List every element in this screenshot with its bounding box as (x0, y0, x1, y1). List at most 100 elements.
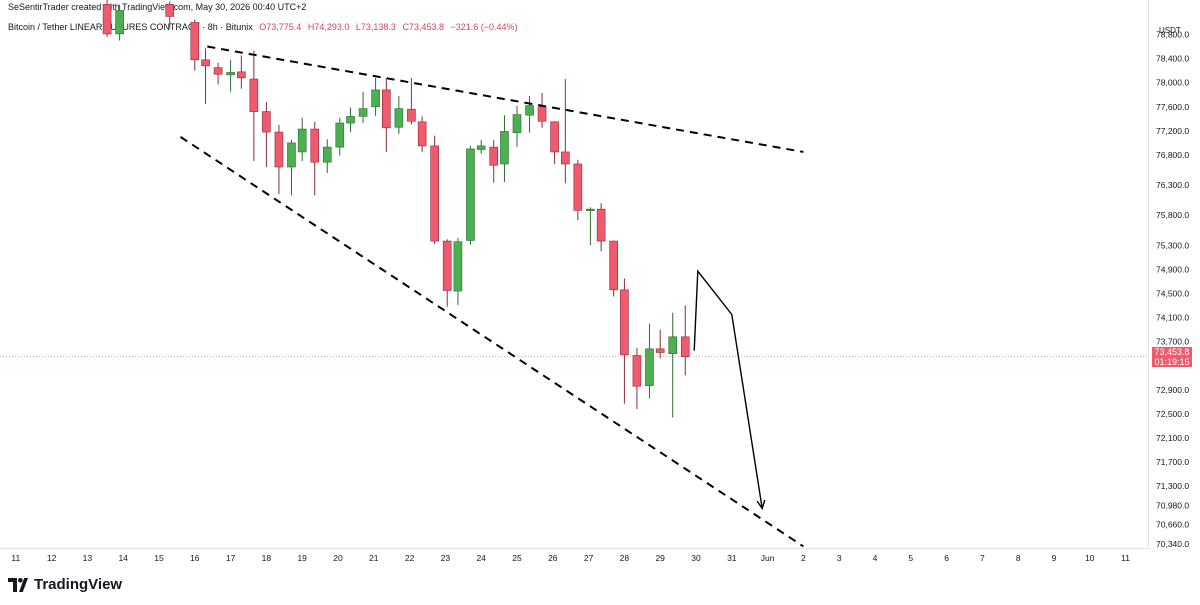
candle-up (645, 348, 654, 386)
y-tick-label: 76,300.0 (1156, 180, 1189, 190)
candle-down (165, 4, 175, 17)
x-tick-label: 10 (1085, 553, 1095, 563)
candle-down (237, 71, 246, 79)
x-tick-label: 3 (837, 553, 842, 563)
y-tick-label: 78,800.0 (1156, 30, 1189, 40)
x-tick-label: 11 (1121, 553, 1130, 563)
x-tick-label: 29 (655, 553, 665, 563)
x-tick-label: 15 (154, 553, 164, 563)
y-tick-label: 70,660.0 (1156, 520, 1189, 530)
x-tick-label: 24 (476, 553, 486, 563)
x-tick-label: 31 (727, 553, 737, 563)
x-tick-label: 5 (908, 553, 913, 563)
x-tick-label: 28 (620, 553, 630, 563)
candle-up (371, 89, 380, 108)
candle-up (586, 208, 595, 211)
x-tick-label: 26 (548, 553, 558, 563)
candle-down (274, 131, 284, 168)
candle-down (417, 121, 427, 147)
x-tick-label: 23 (441, 553, 451, 563)
candle-down (310, 128, 320, 163)
candle-down (382, 89, 391, 129)
y-tick-label: 71,300.0 (1156, 481, 1189, 491)
last-price-value: 73,453.8 (1154, 347, 1190, 357)
candle-down (102, 4, 112, 35)
candle-up (297, 128, 307, 153)
y-tick-label: 77,200.0 (1156, 126, 1189, 136)
x-tick-label: 13 (83, 553, 93, 563)
candle-up (476, 145, 486, 150)
x-tick-label: 19 (297, 553, 307, 563)
y-tick-label: 72,900.0 (1156, 385, 1189, 395)
last-price-tag: 73,453.8 01:19:15 (1152, 347, 1192, 367)
y-tick-label: 70,980.0 (1156, 500, 1189, 510)
x-tick-label: 9 (1052, 553, 1057, 563)
y-tick-label: 77,600.0 (1156, 102, 1189, 112)
brand-name: TradingView (34, 576, 123, 593)
candle-down (407, 108, 416, 122)
candle-down (620, 289, 629, 356)
y-tick-label: 76,800.0 (1156, 150, 1189, 160)
y-tick-label: 70,340.0 (1156, 539, 1189, 549)
x-tick-label: 27 (584, 553, 594, 563)
x-tick-label: 30 (691, 553, 701, 563)
candle-up (466, 148, 475, 241)
chart-attribution: SeSentirTrader created with TradingView.… (8, 2, 307, 12)
x-tick-label: 8 (1016, 553, 1021, 563)
x-tick-label: 6 (944, 553, 949, 563)
ohlc-legend: Bitcoin / Tether LINEAR FUTURES CONTRACT… (8, 22, 518, 32)
y-tick-label: 74,500.0 (1156, 288, 1189, 298)
candle-down (596, 208, 606, 242)
candle-up (500, 131, 509, 165)
candle-up (358, 108, 368, 117)
candle-up (287, 142, 296, 168)
tradingview-logo[interactable]: TradingView (8, 576, 122, 593)
candle-up (453, 241, 463, 292)
x-tick-label: 16 (190, 553, 200, 563)
candle-up (322, 146, 332, 163)
y-tick-label: 72,100.0 (1156, 433, 1189, 443)
candle-down (249, 78, 259, 112)
candle-down (430, 145, 439, 242)
x-tick-label: 20 (333, 553, 343, 563)
candle-down (550, 121, 559, 153)
symbol-name[interactable]: Bitcoin / Tether LINEAR FUTURES CONTRACT… (8, 22, 253, 32)
x-tick-label: 2 (801, 553, 806, 563)
candle-up (525, 105, 534, 116)
x-tick-label: 12 (47, 553, 57, 563)
candle-down (561, 151, 570, 165)
y-tick-label: 78,400.0 (1156, 54, 1189, 64)
candle-down (442, 240, 452, 291)
y-tick-label: 74,100.0 (1156, 313, 1189, 323)
candle-down (201, 59, 210, 67)
y-tick-label: 73,700.0 (1156, 337, 1189, 347)
open-value: O73,775.4 (259, 22, 302, 32)
x-tick-label: 18 (262, 553, 272, 563)
close-value: C73,453.8 (402, 22, 444, 32)
x-tick-label: 17 (226, 553, 236, 563)
x-tick-label: 25 (512, 553, 522, 563)
wedge-lower-trendline (179, 136, 804, 548)
y-tick-label: 75,800.0 (1156, 210, 1189, 220)
bar-countdown: 01:19:15 (1154, 357, 1190, 367)
x-tick-label: Jun (761, 553, 775, 563)
candle-up (512, 114, 522, 133)
candle-up (668, 336, 678, 354)
candle-down (213, 67, 223, 75)
y-tick-label: 71,700.0 (1156, 457, 1189, 467)
candle-up (394, 108, 404, 128)
high-value: H74,293.0 (307, 22, 350, 32)
x-tick-label: 21 (369, 553, 379, 563)
x-tick-label: 22 (405, 553, 415, 563)
projection-arrowhead (756, 499, 766, 511)
x-tick-label: 11 (11, 553, 20, 563)
candle-down (190, 22, 200, 61)
currency-label: USDT (1159, 26, 1181, 35)
x-tick-label: 7 (980, 553, 985, 563)
candle-down (609, 240, 618, 291)
projection-path (693, 269, 763, 509)
y-tick-label: 78,000.0 (1156, 78, 1189, 88)
y-tick-label: 72,500.0 (1156, 409, 1189, 419)
candle-down (537, 106, 547, 122)
